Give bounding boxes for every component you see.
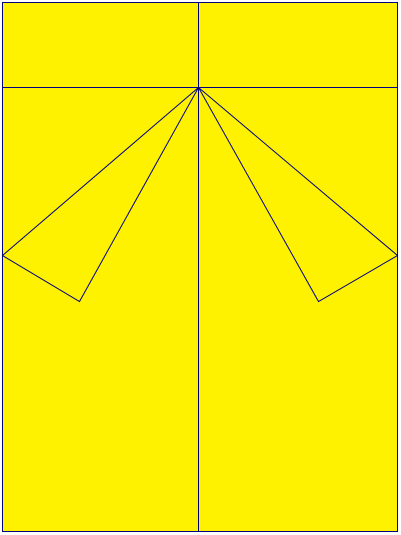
left-triangle-flap <box>1 87 199 303</box>
paper-rectangle <box>2 2 398 532</box>
right-triangle-flap <box>198 87 399 303</box>
